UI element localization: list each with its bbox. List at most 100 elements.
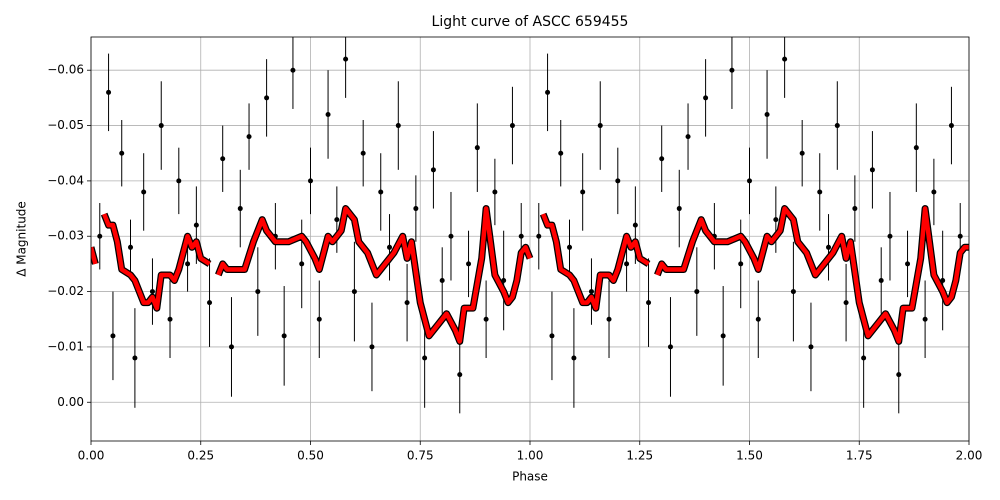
- x-tick-label: 1.75: [846, 449, 873, 463]
- data-point: [729, 67, 735, 73]
- data-point: [896, 372, 902, 378]
- data-point: [703, 95, 709, 101]
- data-point: [290, 67, 296, 73]
- data-point: [755, 316, 761, 322]
- data-point: [119, 150, 125, 156]
- data-point: [132, 355, 138, 361]
- data-point: [913, 145, 919, 151]
- data-point: [545, 89, 551, 95]
- data-point: [852, 206, 858, 212]
- data-point: [106, 89, 112, 95]
- data-point: [369, 344, 375, 350]
- data-point: [518, 233, 524, 239]
- x-tick-label: 0.00: [78, 449, 105, 463]
- data-point: [659, 156, 665, 162]
- data-point: [887, 233, 893, 239]
- data-point: [378, 189, 384, 195]
- data-point: [826, 244, 832, 250]
- data-point: [567, 244, 573, 250]
- y-tick-label: −0.05: [47, 118, 84, 132]
- data-point: [264, 95, 270, 101]
- data-point: [878, 278, 884, 284]
- y-tick-label: −0.01: [47, 339, 84, 353]
- data-point: [334, 217, 340, 223]
- data-point: [404, 300, 410, 306]
- data-point: [558, 150, 564, 156]
- data-point: [149, 289, 155, 295]
- data-point: [808, 344, 814, 350]
- data-point: [193, 222, 199, 228]
- data-point: [387, 244, 393, 250]
- data-point: [457, 372, 463, 378]
- x-tick-label: 1.00: [517, 449, 544, 463]
- data-point: [439, 278, 445, 284]
- data-point: [351, 289, 357, 295]
- x-tick-label: 0.50: [297, 449, 324, 463]
- y-tick-label: −0.03: [47, 229, 84, 243]
- data-point: [646, 300, 652, 306]
- data-point: [667, 344, 673, 350]
- x-tick-label: 0.75: [407, 449, 434, 463]
- data-point: [255, 289, 261, 295]
- data-point: [720, 333, 726, 339]
- data-point: [343, 56, 349, 62]
- data-point: [281, 333, 287, 339]
- data-point: [738, 261, 744, 267]
- data-point: [207, 300, 213, 306]
- data-point: [624, 261, 630, 267]
- data-point: [580, 189, 586, 195]
- data-point: [782, 56, 788, 62]
- data-point: [360, 150, 366, 156]
- data-point: [185, 261, 191, 267]
- data-point: [632, 222, 638, 228]
- data-point: [176, 178, 182, 184]
- x-tick-label: 2.00: [956, 449, 983, 463]
- binned-curve: [91, 206, 969, 344]
- y-axis-label: Δ Magnitude: [15, 201, 29, 277]
- data-point: [764, 111, 770, 117]
- data-point: [571, 355, 577, 361]
- plot-area: [91, 37, 969, 414]
- data-point: [615, 178, 621, 184]
- data-point: [536, 233, 542, 239]
- data-point: [694, 289, 700, 295]
- data-point: [861, 355, 867, 361]
- data-point: [509, 123, 515, 129]
- data-point: [747, 178, 752, 184]
- data-point: [931, 189, 937, 195]
- data-point: [430, 167, 436, 173]
- y-tick-label: −0.02: [47, 284, 84, 298]
- data-point: [483, 316, 489, 322]
- data-point: [141, 189, 147, 195]
- data-point: [110, 333, 116, 339]
- data-point: [228, 344, 234, 350]
- data-point: [325, 111, 331, 117]
- data-point: [299, 261, 305, 267]
- chart-title: Light curve of ASCC 659455: [432, 14, 629, 30]
- data-point: [922, 316, 928, 322]
- data-point: [869, 167, 875, 173]
- data-point: [843, 300, 849, 306]
- data-point: [158, 123, 164, 129]
- data-point: [606, 316, 612, 322]
- data-point: [220, 156, 226, 162]
- data-point: [817, 189, 823, 195]
- data-point: [948, 123, 954, 129]
- y-tick-label: −0.06: [47, 63, 84, 77]
- data-point: [474, 145, 480, 151]
- x-tick-label: 1.50: [736, 449, 763, 463]
- data-point: [790, 289, 796, 295]
- data-point: [799, 150, 805, 156]
- y-tick-label: −0.04: [47, 173, 84, 187]
- data-point: [246, 134, 252, 140]
- plot-frame: [90, 36, 970, 442]
- data-point: [905, 261, 911, 267]
- data-point: [316, 316, 322, 322]
- data-point: [773, 217, 779, 223]
- data-point: [128, 244, 134, 250]
- data-point: [413, 206, 419, 212]
- data-point: [685, 134, 691, 140]
- data-point: [97, 233, 103, 239]
- data-point: [308, 178, 313, 184]
